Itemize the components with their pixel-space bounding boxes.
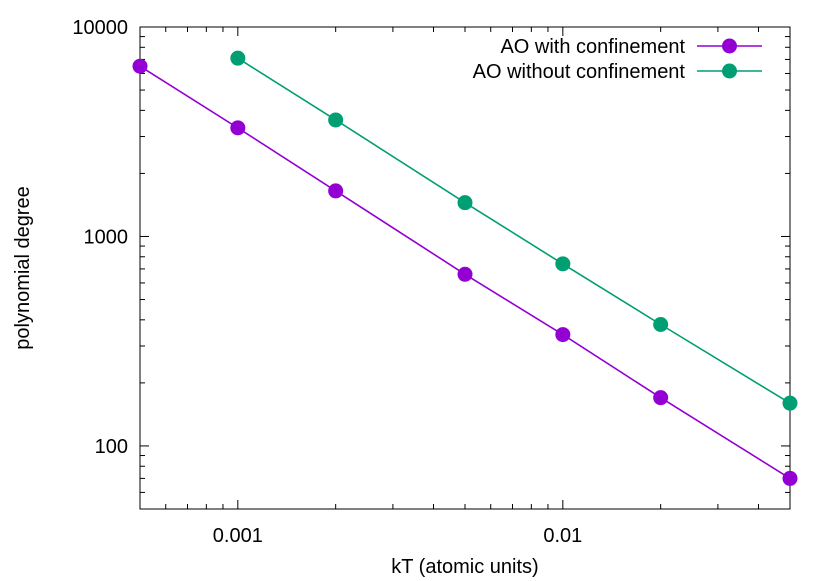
data-point [653,390,669,406]
data-point [782,395,798,411]
data-point [782,470,798,486]
legend-label: AO without confinement [473,61,686,83]
legend-marker [722,63,737,79]
data-point [555,256,571,272]
x-tick-label: 0.01 [543,525,582,547]
legend-label: AO with confinement [500,36,685,58]
data-point [457,195,473,211]
data-point [328,112,344,128]
data-point [230,50,246,66]
legend-marker [722,38,737,54]
data-point [328,183,344,199]
y-tick-label: 1000 [84,226,129,248]
series-layer [132,50,798,486]
series-line-1 [237,57,791,404]
data-point [230,120,246,136]
data-point [132,58,148,74]
data-point [457,266,473,282]
data-point [555,327,571,343]
y-tick-label: 10000 [72,17,128,39]
x-axis-ticks: 0.001 0.01 [139,27,791,547]
data-point [653,316,669,332]
y-axis-label: polynomial degree [12,186,34,349]
y-tick-label: 100 [95,436,128,458]
legend: AO with confinement AO without confinemen… [473,36,762,83]
x-tick-label: 0.001 [213,525,263,547]
x-axis-label: kT (atomic units) [391,556,538,578]
y-axis-ticks: 100 1000 10000 [72,17,790,510]
